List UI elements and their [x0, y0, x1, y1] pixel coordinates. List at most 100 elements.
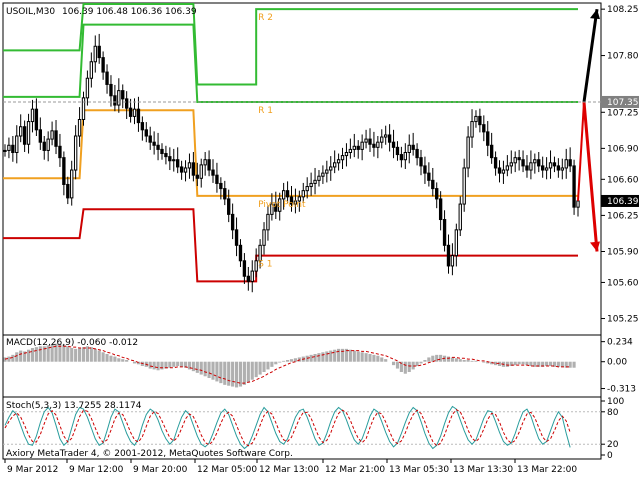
candle-body	[509, 162, 513, 167]
candle-body	[474, 115, 478, 123]
pivot-line-pivot-point	[3, 109, 578, 197]
candle-body	[442, 219, 447, 246]
candle-body	[254, 260, 258, 272]
stoch-tick-label: 100	[607, 397, 624, 407]
candle-body	[317, 175, 321, 181]
price-tick-label: 107.25	[607, 108, 639, 118]
candle-body	[336, 159, 341, 164]
candle-body	[156, 144, 160, 150]
candle-body	[105, 71, 109, 85]
candle-body	[172, 159, 176, 162]
price-tick-label: 106.25	[607, 211, 639, 221]
candle-body	[529, 162, 533, 171]
candle-body	[73, 135, 78, 171]
candle-body	[446, 244, 451, 267]
candle-body	[556, 165, 561, 171]
candle-body	[470, 121, 474, 138]
candle-body	[85, 77, 90, 99]
candle-body	[411, 144, 415, 150]
candle-body	[372, 143, 376, 148]
candle-body	[183, 167, 188, 173]
candle-body	[203, 159, 207, 166]
pivot-label: R 2	[258, 13, 273, 23]
stoch-tick-label: 80	[607, 408, 619, 418]
candle-body	[281, 190, 286, 200]
candle-body	[380, 136, 384, 143]
price-tick-label: 105.60	[607, 278, 639, 288]
candle-body	[168, 156, 172, 162]
candle-body	[321, 172, 325, 177]
candle-body	[26, 121, 31, 145]
candle-body	[407, 144, 411, 153]
candle-body	[22, 126, 27, 145]
candle-body	[568, 159, 572, 167]
candle-body	[395, 146, 400, 156]
stoch-panel-frame	[2, 396, 602, 460]
candle-body	[576, 200, 580, 208]
pivot-label: S 1	[258, 260, 272, 270]
candle-body	[525, 165, 529, 171]
candle-body	[309, 182, 313, 188]
time-tick-label: 12 Mar 05:00	[197, 465, 257, 475]
candle-body	[313, 179, 317, 184]
candle-body	[537, 159, 541, 167]
time-tick-label: 13 Mar 22:00	[517, 465, 577, 475]
price-tick-label: 106.60	[607, 175, 639, 185]
candle-body	[368, 138, 372, 145]
candle-body	[325, 169, 329, 174]
candle-body	[376, 141, 380, 148]
time-tick-label: 13 Mar 05:30	[389, 465, 449, 475]
candle-body	[34, 108, 39, 131]
candle-body	[101, 57, 105, 73]
stoch-lines	[4, 405, 571, 450]
candle-body	[93, 45, 97, 63]
candle-body	[160, 148, 164, 155]
candle-body	[179, 166, 184, 173]
time-tick-label: 12 Mar 21:00	[325, 465, 385, 475]
candle-body	[340, 155, 345, 161]
candle-body	[77, 119, 82, 137]
candle-body	[297, 196, 302, 202]
candle-body	[438, 198, 443, 221]
candle-body	[564, 159, 568, 169]
candle-body	[352, 145, 356, 150]
time-tick-label: 9 Mar 12:00	[69, 465, 124, 475]
candle-body	[3, 149, 7, 152]
candle-body	[344, 152, 349, 157]
arrow-up-shaft	[582, 8, 599, 103]
candle-body	[152, 141, 156, 146]
candle-body	[348, 148, 353, 153]
candle-body	[70, 169, 74, 199]
candle-body	[15, 135, 19, 153]
candle-body	[513, 157, 517, 164]
candle-body	[58, 145, 62, 159]
pivot-label: R 1	[258, 106, 273, 116]
candle-body	[293, 200, 298, 205]
candle-body	[215, 174, 219, 184]
candle-body	[121, 90, 125, 100]
candle-body	[435, 188, 439, 200]
candle-body	[46, 138, 50, 151]
candle-body	[176, 159, 180, 168]
price-tick-label: 108.25	[607, 5, 639, 15]
candle-body	[89, 61, 94, 79]
candle-body	[117, 90, 121, 106]
candle-body	[230, 213, 235, 231]
candle-body	[246, 275, 251, 282]
arrow-down-head	[590, 241, 600, 252]
candle-body	[332, 162, 337, 168]
macd-signal-path	[4, 345, 571, 384]
arrow-connector	[577, 101, 585, 202]
pivot-lines	[3, 3, 578, 283]
candle-body	[42, 141, 46, 151]
candle-body	[97, 45, 101, 59]
time-tick-label: 12 Mar 13:00	[259, 465, 319, 475]
pivot-labels: R 2 R 1 Pivot Point S 1	[258, 13, 306, 269]
candle-body	[489, 144, 494, 159]
time-tick-label: 9 Mar 20:00	[133, 465, 188, 475]
candle-body	[391, 141, 396, 148]
price-y-axis: 108.25 107.80 107.25 106.90 106.60 106.25 105.…	[3, 5, 639, 325]
